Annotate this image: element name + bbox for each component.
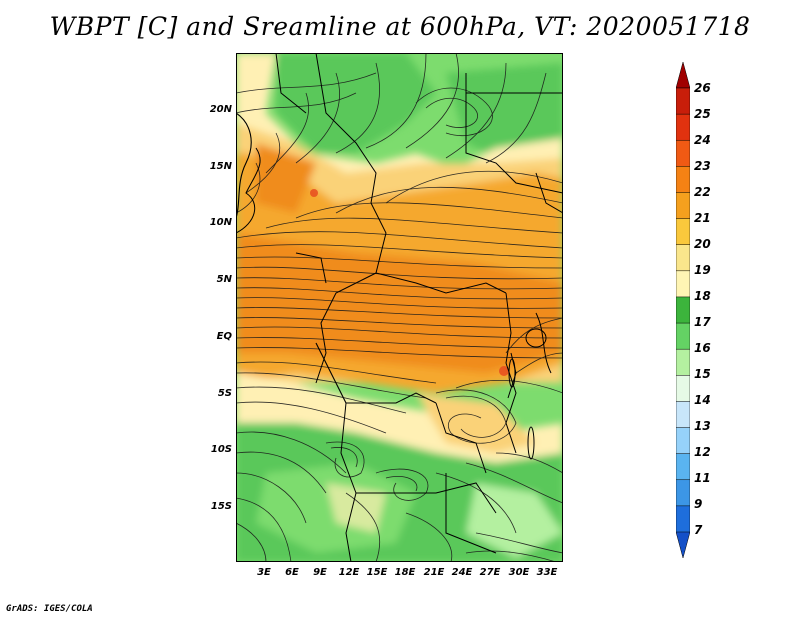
- colorbar-label-22: 22: [694, 185, 711, 199]
- lon-label-33e: 33E: [536, 567, 558, 578]
- lat-label-10s: 10S: [210, 444, 232, 455]
- colorbar-label-16: 16: [694, 341, 711, 355]
- colorbar-label-21: 21: [694, 211, 711, 225]
- colorbar-segment: [676, 427, 690, 455]
- colorbar-label-7: 7: [694, 523, 703, 537]
- colorbar-segment: [676, 479, 690, 507]
- colorbar-segment: [676, 244, 690, 272]
- map-frame: [236, 53, 563, 562]
- lon-label-27e: 27E: [479, 567, 501, 578]
- colorbar-segment: [676, 166, 690, 194]
- lake-victoria: [525, 328, 547, 348]
- coastline: [315, 342, 347, 404]
- colorbar-label-17: 17: [694, 315, 711, 329]
- colorbar-label-26: 26: [694, 81, 711, 95]
- colorbar-segment: [676, 531, 690, 558]
- colorbar-label-20: 20: [694, 237, 711, 251]
- colorbar-label-19: 19: [694, 263, 711, 277]
- colorbar-segment: [676, 218, 690, 246]
- lon-label-15e: 15E: [366, 567, 388, 578]
- colorbar-segment: [676, 505, 690, 533]
- lon-label-24e: 24E: [451, 567, 473, 578]
- lon-label-9e: 9E: [313, 567, 327, 578]
- colorbar-label-13: 13: [694, 419, 711, 433]
- country-borders: [236, 53, 563, 562]
- lon-label-3e: 3E: [257, 567, 271, 578]
- wbpt-field: [236, 53, 563, 562]
- coastline: [236, 112, 252, 219]
- lat-label-15s: 15S: [210, 501, 232, 512]
- colorbar-label-11: 11: [694, 471, 711, 485]
- colorbar-segment: [676, 192, 690, 220]
- colorbar: [676, 62, 690, 558]
- wbpt-map: [236, 53, 563, 562]
- lat-label-eq: EQ: [216, 331, 232, 342]
- colorbar-label-12: 12: [694, 445, 711, 459]
- lon-label-6e: 6E: [285, 567, 299, 578]
- colorbar-segment: [676, 87, 690, 115]
- lon-label-30e: 30E: [508, 567, 530, 578]
- colorbar-segments: [676, 62, 690, 558]
- colorbar-segment: [676, 113, 690, 141]
- colorbar-label-15: 15: [694, 367, 711, 381]
- colorbar-segment: [676, 139, 690, 168]
- lat-label-10n: 10N: [209, 217, 232, 228]
- colorbar-segment: [676, 401, 690, 429]
- colorbar-segment: [676, 453, 690, 481]
- colorbar-label-23: 23: [694, 159, 711, 173]
- lon-label-12e: 12E: [338, 567, 360, 578]
- lake-malawi: [527, 426, 535, 460]
- hotspot-marker: [310, 189, 318, 197]
- colorbar-label-18: 18: [694, 289, 711, 303]
- colorbar-label-24: 24: [694, 133, 711, 147]
- colorbar-segment: [676, 296, 690, 324]
- colorbar-segment: [676, 62, 690, 89]
- lon-label-18e: 18E: [394, 567, 416, 578]
- colorbar-label-25: 25: [694, 107, 711, 121]
- colorbar-segment: [676, 348, 690, 377]
- colorbar-segment: [676, 322, 690, 350]
- lat-label-5s: 5S: [217, 388, 232, 399]
- colorbar-segment: [676, 375, 690, 403]
- lat-label-20n: 20N: [209, 104, 232, 115]
- streamlines: [236, 53, 563, 562]
- lat-label-15n: 15N: [209, 161, 232, 172]
- lake-tanganyika: [508, 358, 516, 388]
- map-panel: [236, 53, 563, 562]
- colorbar-segment: [676, 270, 690, 298]
- lat-label-5n: 5N: [216, 274, 232, 285]
- lon-label-21e: 21E: [423, 567, 445, 578]
- chart-title: WBPT [C] and Sreamline at 600hPa, VT: 20…: [49, 12, 751, 41]
- colorbar-label-14: 14: [694, 393, 711, 407]
- colorbar-label-9: 9: [694, 497, 703, 511]
- credit-text: GrADS: IGES/COLA: [6, 604, 93, 614]
- hotspot-marker: [499, 366, 509, 376]
